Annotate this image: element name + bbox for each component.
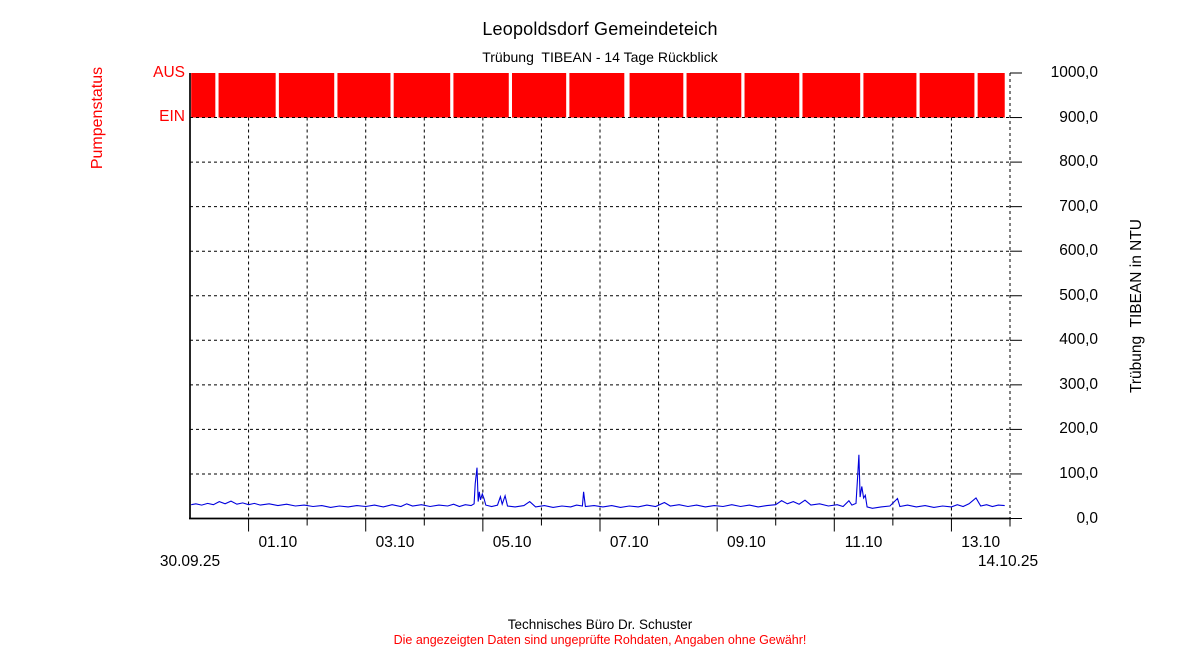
footer-company: Technisches Büro Dr. Schuster [507, 617, 693, 632]
pump-state-label-ein: EIN [159, 108, 185, 125]
pump-band-segment [629, 73, 684, 118]
pump-status-band [191, 73, 1005, 118]
pump-state-label-aus: AUS [153, 64, 185, 81]
pump-band-segment [919, 73, 975, 118]
x-axis-tick-label: 05.10 [492, 534, 532, 551]
pump-band-segment [337, 73, 391, 118]
y-axis-tick-label: 100,0 [1059, 464, 1098, 482]
pump-band-segment [453, 73, 509, 118]
start-date-label: 30.09.25 [159, 553, 221, 570]
ntu-axis-title: Trübung TIBEAN in NTU [1128, 218, 1145, 394]
end-date-label: 14.10.25 [977, 553, 1039, 570]
pump-band-segment [278, 73, 335, 118]
y-axis-tick-label: 400,0 [1059, 331, 1098, 349]
x-axis-tick-label: 11.10 [844, 534, 883, 551]
page-title: Leopoldsdorf Gemeindeteich [482, 19, 718, 39]
y-axis-tick-label: 300,0 [1059, 375, 1098, 393]
y-axis-tick-label: 700,0 [1059, 197, 1098, 215]
x-axis-tick-label: 03.10 [375, 534, 415, 551]
y-axis-tick-label: 500,0 [1059, 286, 1098, 304]
y-axis-tick-label: 900,0 [1059, 108, 1098, 126]
pump-band-segment [218, 73, 276, 118]
pump-band-segment [863, 73, 917, 118]
turbidity-line [191, 454, 1005, 509]
x-axis-tick-label: 09.10 [727, 534, 766, 551]
y-axis-tick-label: 600,0 [1059, 242, 1098, 260]
page-subtitle: Trübung TIBEAN - 14 Tage Rückblick [482, 49, 718, 65]
grid-lines [190, 73, 1011, 519]
y-axis-tick-label: 200,0 [1059, 420, 1098, 438]
x-axis-tick-label: 13.10 [961, 534, 1001, 551]
pump-band-segment [511, 73, 567, 118]
pump-band-segment [802, 73, 861, 118]
pump-band-segment [977, 73, 1005, 118]
pump-band-segment [393, 73, 451, 118]
pump-band-segment [191, 73, 216, 118]
pump-band-segment [569, 73, 625, 118]
footer-disclaimer: Die angezeigten Daten sind ungeprüfte Ro… [393, 633, 807, 647]
x-axis-tick-label: 01.10 [258, 534, 298, 551]
pump-axis-title: Pumpenstatus [89, 66, 106, 170]
y-axis-tick-label: 1000,0 [1050, 64, 1098, 81]
pump-band-segment [744, 73, 800, 118]
pump-band-segment [686, 73, 742, 118]
y-axis-tick-label: 800,0 [1059, 153, 1098, 171]
axis-ticks [248, 72, 1022, 532]
y-axis-tick-label: 0,0 [1076, 509, 1098, 527]
x-axis-tick-label: 07.10 [609, 534, 649, 551]
turbidity-polyline [191, 454, 1005, 509]
